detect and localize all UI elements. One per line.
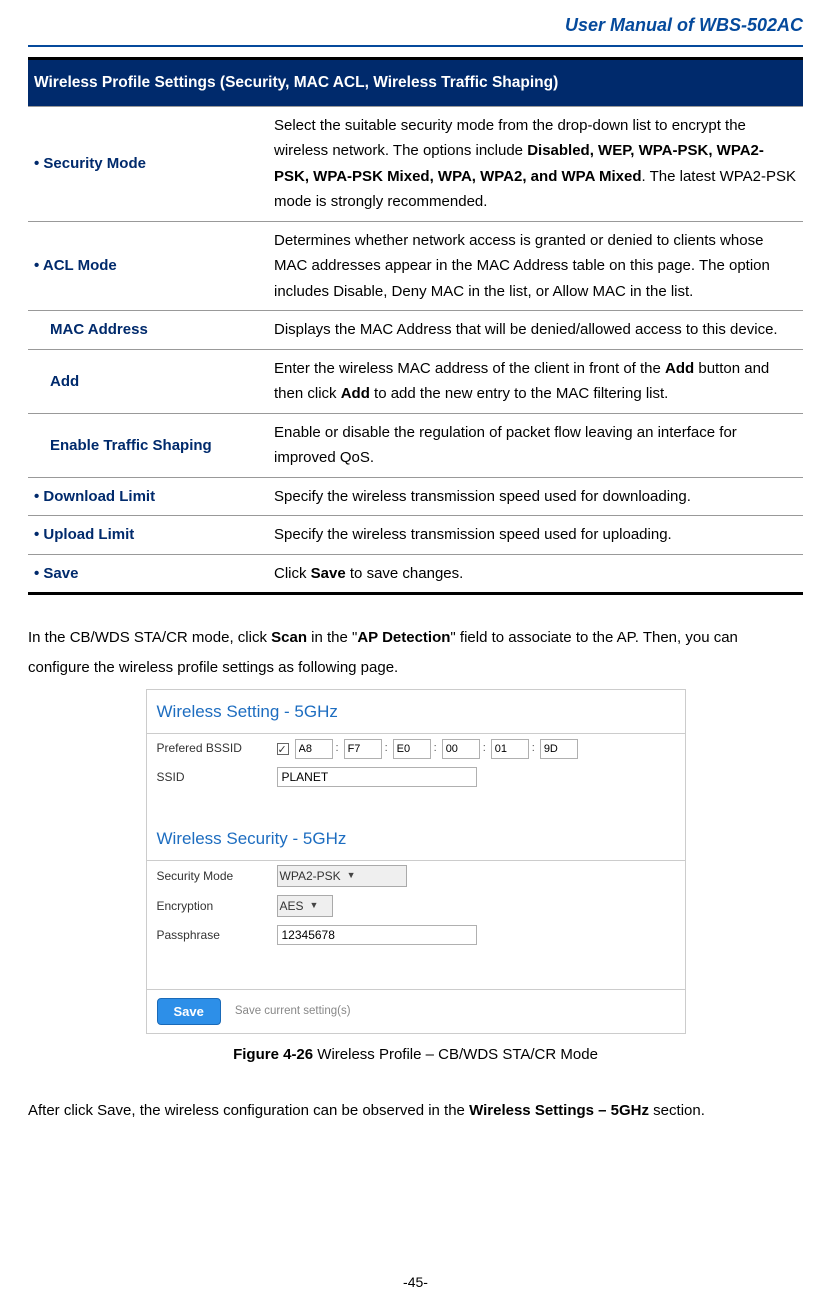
row-desc: Displays the MAC Address that will be de… [268,311,803,350]
bssid-octet-input[interactable] [295,739,333,759]
row-label: Upload Limit [28,516,268,555]
bssid-checkbox[interactable] [277,743,289,755]
row-label: ACL Mode [28,221,268,311]
colon: : [433,739,440,758]
passphrase-input[interactable] [277,925,477,945]
table-row: Save Click Save to save changes. [28,554,803,594]
table-row: MAC Address Displays the MAC Address tha… [28,311,803,350]
row-label: Add [28,349,268,413]
row-label: Save [28,554,268,594]
bssid-octet-input[interactable] [540,739,578,759]
row-desc: Specify the wireless transmission speed … [268,516,803,555]
row-desc: Determines whether network access is gra… [268,221,803,311]
colon: : [335,739,342,758]
table-row: Enable Traffic Shaping Enable or disable… [28,413,803,477]
row-desc: Enter the wireless MAC address of the cl… [268,349,803,413]
bssid-label: Prefered BSSID [157,738,277,758]
figure-caption: Figure 4-26 Wireless Profile – CB/WDS ST… [28,1042,803,1068]
passphrase-label: Passphrase [157,925,277,945]
row-label: Enable Traffic Shaping [28,413,268,477]
colon: : [531,739,538,758]
row-label: Security Mode [28,106,268,221]
table-row: Download Limit Specify the wireless tran… [28,477,803,516]
bssid-octet-input[interactable] [491,739,529,759]
bssid-octet-input[interactable] [344,739,382,759]
bssid-octet-input[interactable] [442,739,480,759]
row-desc: Click Save to save changes. [268,554,803,594]
table-row: ACL Mode Determines whether network acce… [28,221,803,311]
row-label: MAC Address [28,311,268,350]
row-desc: Enable or disable the regulation of pack… [268,413,803,477]
page-number: -45- [0,1271,831,1295]
paragraph-1: In the CB/WDS STA/CR mode, click Scan in… [28,623,803,683]
encryption-label: Encryption [157,896,277,916]
ssid-input[interactable] [277,767,477,787]
row-desc: Select the suitable security mode from t… [268,106,803,221]
settings-table: Wireless Profile Settings (Security, MAC… [28,57,803,596]
ssid-label: SSID [157,767,277,787]
security-mode-select[interactable]: WPA2-PSK [277,865,407,887]
save-caption: Save current setting(s) [235,1002,351,1022]
table-row: Security Mode Select the suitable securi… [28,106,803,221]
security-mode-label: Security Mode [157,866,277,886]
table-row: Upload Limit Specify the wireless transm… [28,516,803,555]
section-title-wireless-setting: Wireless Setting - 5GHz [147,690,685,733]
colon: : [482,739,489,758]
table-row: Add Enter the wireless MAC address of th… [28,349,803,413]
settings-table-header: Wireless Profile Settings (Security, MAC… [28,58,803,106]
row-desc: Specify the wireless transmission speed … [268,477,803,516]
bssid-octet-input[interactable] [393,739,431,759]
doc-header-title: User Manual of WBS-502AC [28,0,803,45]
save-button[interactable]: Save [157,998,221,1025]
encryption-select[interactable]: AES [277,895,333,917]
paragraph-2: After click Save, the wireless configura… [28,1096,803,1126]
row-label: Download Limit [28,477,268,516]
header-rule [28,45,803,47]
section-title-wireless-security: Wireless Security - 5GHz [147,817,685,860]
colon: : [384,739,391,758]
embedded-screenshot: Wireless Setting - 5GHz Prefered BSSID :… [146,689,686,1034]
